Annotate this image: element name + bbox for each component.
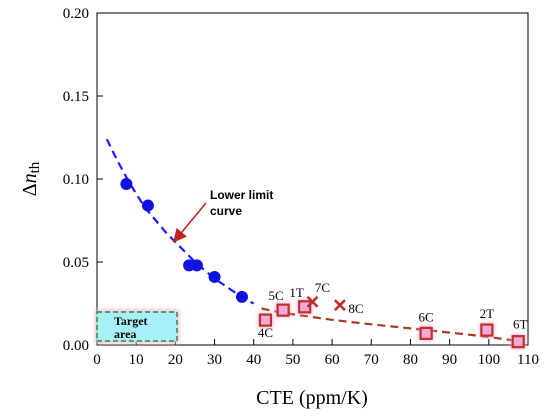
- x-tick-label: 110: [517, 352, 539, 368]
- blue-data-point: [120, 177, 133, 190]
- red-square-point: [276, 303, 290, 317]
- target-area-label-line1: Target: [114, 314, 148, 328]
- blue-data-point: [141, 199, 154, 212]
- x-tick-label: 80: [403, 352, 418, 368]
- annotation-line2: curve: [210, 204, 242, 218]
- y-axis-title-variable: n: [19, 173, 41, 183]
- red-cross-point: [306, 295, 319, 308]
- x-tick-label: 90: [442, 352, 457, 368]
- red-square-glow: [419, 326, 434, 341]
- x-tick-label: 70: [364, 352, 379, 368]
- point-label-4c: 4C: [258, 325, 273, 340]
- y-tick-label: 0.10: [63, 172, 89, 188]
- y-axis-title-subscript: th: [27, 161, 43, 173]
- red-square-point: [298, 300, 312, 314]
- point-label-7c: 7C: [315, 280, 330, 295]
- y-axis-ticks: 0.00 0.05 0.10 0.15 0.20: [63, 6, 103, 354]
- x-axis-ticks: 0 10 20 30 40 50 60 70 80 90 100 110: [93, 339, 539, 368]
- red-square-glow: [258, 313, 273, 328]
- red-square-point: [258, 313, 273, 327]
- red-square-point: [480, 323, 494, 337]
- blue-data-point: [190, 259, 203, 272]
- red-square-glow: [297, 299, 312, 314]
- lower-limit-curve-blue: [105, 138, 255, 305]
- x-tick-label: 60: [325, 352, 340, 368]
- red-square-glow: [479, 323, 494, 338]
- blue-data-point: [235, 290, 248, 303]
- x-tick-label: 10: [129, 352, 144, 368]
- lower-limit-annotation: Lower limit curve: [173, 188, 273, 243]
- x-tick-label: 20: [168, 352, 183, 368]
- svg-text:Δnth: Δnth: [19, 161, 43, 196]
- point-label-2t: 2T: [480, 306, 495, 321]
- x-axis-title: CTE (ppm/K): [256, 387, 368, 409]
- target-area-box: [96, 311, 178, 342]
- point-label-1t: 1T: [289, 285, 304, 300]
- red-square-point: [419, 326, 433, 340]
- red-square-glow: [276, 303, 291, 318]
- red-square-point: [511, 335, 525, 349]
- red-cross-series: [306, 295, 346, 312]
- point-label-8c: 8C: [348, 301, 363, 316]
- point-label-6c: 6C: [419, 309, 434, 324]
- red-cross-point: [334, 299, 346, 312]
- y-tick-label: 0.20: [63, 6, 89, 22]
- annotation-line1: Lower limit: [210, 188, 273, 202]
- target-area-label-line2: area: [114, 327, 136, 341]
- blue-data-point: [208, 270, 221, 283]
- x-tick-label: 30: [207, 352, 222, 368]
- y-tick-label: 0.05: [63, 255, 89, 271]
- point-labels: 4C 5C 1T 6C 2T 6T 7C 8C: [258, 280, 528, 340]
- x-tick-label: 50: [285, 352, 300, 368]
- y-tick-label: 0.15: [63, 89, 89, 105]
- x-tick-label: 40: [246, 352, 261, 368]
- point-label-5c: 5C: [269, 288, 284, 303]
- y-tick-label: 0.00: [63, 338, 89, 354]
- x-tick-label: 100: [478, 352, 501, 368]
- plot-frame: [96, 12, 529, 346]
- y-axis-title-symbol: Δ: [19, 183, 41, 196]
- x-tick-label: 0: [93, 352, 101, 368]
- red-square-glow: [511, 334, 526, 349]
- annotation-arrow: [173, 202, 207, 243]
- blue-point-series: [120, 177, 248, 303]
- target-area: Target area: [95, 310, 179, 343]
- y-axis-title: Δnth: [19, 161, 43, 196]
- point-label-6t: 6T: [513, 317, 528, 332]
- red-square-series: [258, 299, 526, 349]
